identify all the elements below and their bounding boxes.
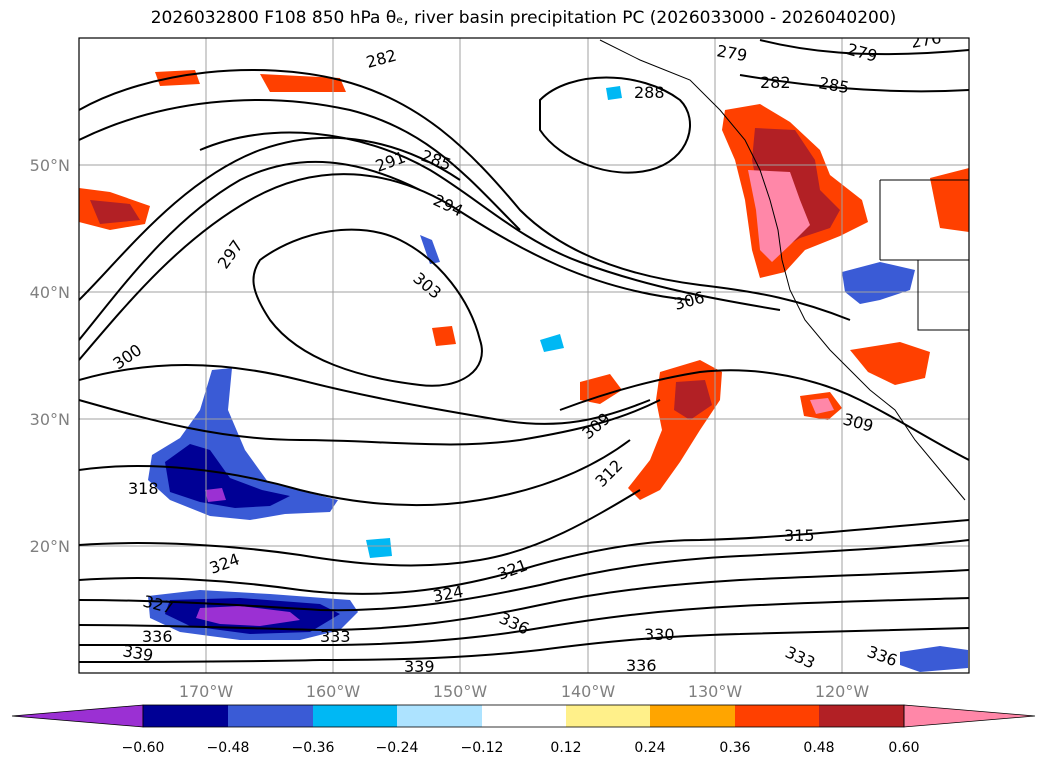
- warm-spot-small: [432, 326, 456, 346]
- contour-label: 282: [760, 73, 791, 92]
- map-plot-area: 282 279 276 279 282 285 288 291 285 294 …: [79, 28, 969, 676]
- warm-region-north-2: [260, 74, 346, 92]
- blue-spot-small-2: [540, 334, 564, 352]
- colorbar-tick-label: −0.12: [461, 740, 504, 756]
- contour-label: 303: [409, 269, 445, 303]
- colorbar-bin: [143, 705, 228, 727]
- colorbar-over-triangle: [903, 704, 1036, 728]
- colorbar-bin: [735, 705, 819, 727]
- positive-pc-shading: [79, 70, 969, 500]
- warm-region-east-pacific: [628, 360, 722, 500]
- lat-tick-label: 50°N: [30, 156, 70, 175]
- contour-label: 333: [320, 627, 351, 646]
- purple-band-south: [196, 606, 300, 626]
- colorbar-bin: [566, 705, 650, 727]
- contour-label: 285: [817, 73, 850, 97]
- contour-label: 279: [845, 40, 879, 66]
- negative-pc-shading: [148, 86, 968, 672]
- lon-tick-label: 150°W: [433, 682, 488, 701]
- warm-region-east-pacific-2: [580, 374, 622, 404]
- coastline: [599, 39, 969, 501]
- contour-label: 288: [634, 83, 665, 102]
- warm-region-southwest-us: [850, 342, 930, 385]
- colorbar-under-triangle: [11, 704, 144, 728]
- blue-spot-small-4: [420, 235, 440, 264]
- colorbar-tick-label: 0.48: [803, 740, 834, 756]
- lat-tick-label: 30°N: [30, 410, 70, 429]
- navy-region-central-pacific: [165, 444, 290, 508]
- colorbar-bin: [228, 705, 313, 727]
- lon-tick-label: 120°W: [815, 682, 870, 701]
- colorbar-bin: [313, 705, 397, 727]
- colorbar-tick-label: −0.48: [207, 740, 250, 756]
- contour-label: 336: [142, 627, 173, 646]
- colorbar-bin: [819, 705, 904, 727]
- contour-label: 336: [865, 642, 900, 670]
- colorbar-bin: [650, 705, 735, 727]
- contour-label: 309: [841, 410, 875, 436]
- blue-region-california: [842, 262, 915, 304]
- blue-spot-small-3: [366, 538, 392, 558]
- contour-label: 318: [128, 479, 159, 498]
- colorbar-tick-label: 0.60: [888, 740, 919, 756]
- darkred-region-west-edge: [90, 200, 140, 224]
- contour-label: 297: [214, 236, 247, 272]
- contour-label: 276: [909, 28, 942, 52]
- contour-label: 279: [715, 41, 748, 65]
- contour-label: 285: [419, 146, 454, 174]
- colorbar-tick-label: 0.24: [634, 740, 665, 756]
- colorbar-bin: [397, 705, 482, 727]
- pink-spot-baja: [810, 398, 834, 414]
- lon-tick-label: 140°W: [561, 682, 616, 701]
- lon-tick-label: 160°W: [306, 682, 361, 701]
- warm-region-east-edge: [930, 168, 969, 232]
- blue-region-east-pacific: [900, 646, 968, 672]
- contour-label: 336: [626, 656, 657, 675]
- contour-label: 291: [373, 147, 408, 175]
- lat-tick-label: 40°N: [30, 283, 70, 302]
- colorbar-tick-label: −0.60: [122, 740, 165, 756]
- map-title: 2026032800 F108 850 hPa θₑ, river basin …: [150, 8, 897, 28]
- warm-region-north-1: [155, 70, 200, 86]
- purple-spot-central-pacific: [205, 488, 226, 502]
- colorbar: −0.60 −0.48 −0.36 −0.24 −0.12 0.12 0.24 …: [11, 704, 1036, 756]
- plot-frame: [78, 37, 970, 674]
- colorbar-bin: [482, 705, 566, 727]
- pink-region-pacific-northwest: [748, 170, 810, 262]
- contour-label: 330: [644, 625, 675, 644]
- contour-label: 315: [784, 526, 815, 545]
- lat-tick-label: 20°N: [30, 537, 70, 556]
- lon-tick-labels: 170°W 160°W 150°W 140°W 130°W 120°W: [179, 682, 870, 701]
- contour-label: 333: [782, 642, 818, 672]
- colorbar-tick-label: −0.36: [292, 740, 335, 756]
- colorbar-frame: [142, 704, 905, 728]
- contour-label: 282: [364, 46, 398, 72]
- contour-label: 324: [207, 549, 242, 577]
- colorbar-tick-label: 0.12: [550, 740, 581, 756]
- contour-label: 339: [404, 657, 435, 676]
- blue-spot-small-1: [606, 86, 622, 100]
- contour-label: 294: [430, 190, 466, 220]
- contour-labels: 282 279 276 279 282 285 288 291 285 294 …: [109, 28, 942, 676]
- colorbar-tick-label: 0.36: [719, 740, 750, 756]
- darkred-region-east-pacific: [674, 380, 712, 420]
- lon-tick-label: 130°W: [688, 682, 743, 701]
- theta-e-contours: [79, 39, 969, 663]
- contour-label: 321: [495, 555, 530, 583]
- lat-tick-labels: 50°N 40°N 30°N 20°N: [30, 156, 70, 556]
- lon-tick-label: 170°W: [179, 682, 234, 701]
- colorbar-tick-label: −0.24: [376, 740, 419, 756]
